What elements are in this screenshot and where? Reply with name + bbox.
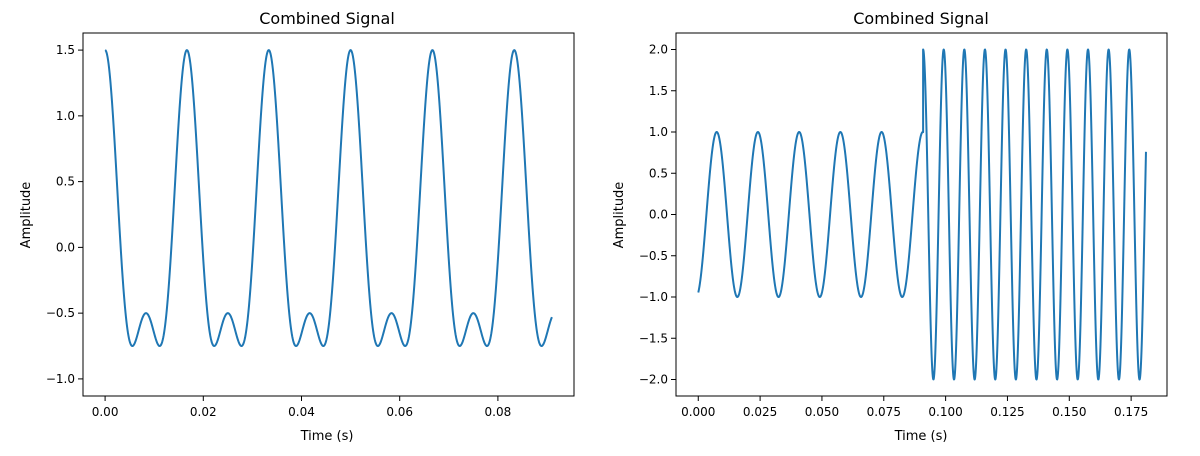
x-tick-label: 0.04 [288, 405, 315, 419]
chart-left: Combined Signal 0.00 0.02 0.04 0.06 0.08 −1.… [19, 9, 575, 444]
x-tick-label: 0.100 [928, 405, 962, 419]
x-axis-label: Time (s) [894, 429, 948, 444]
y-tick-label: 1.5 [56, 43, 75, 57]
x-axis-label: Time (s) [300, 429, 354, 444]
x-tick-label: 0.175 [1114, 405, 1148, 419]
y-tick-label: 0.5 [56, 175, 75, 189]
y-tick-label: −1.0 [639, 290, 668, 304]
x-tick-label: 0.06 [386, 405, 413, 419]
plot-frame [82, 32, 575, 397]
x-tick-label: 0.125 [990, 405, 1024, 419]
y-tick-label: −1.5 [639, 331, 668, 345]
chart-right: Combined Signal 0.000 0.025 0.050 0.075 0.10… [612, 9, 1168, 444]
y-tick-label: 1.0 [649, 125, 668, 139]
y-tick-label: −0.5 [46, 306, 75, 320]
y-ticks: −1.0 −0.5 0.0 0.5 1.0 1.5 [46, 43, 83, 386]
y-tick-label: 1.5 [649, 84, 668, 98]
y-tick-label: 1.0 [56, 109, 75, 123]
series-line [697, 48, 1147, 381]
y-tick-label: 0.0 [649, 208, 668, 222]
x-tick-label: 0.025 [743, 405, 777, 419]
y-tick-label: −1.0 [46, 372, 75, 386]
y-ticks: −2.0 −1.5 −1.0 −0.5 0.0 0.5 1.0 1.5 2.0 [639, 43, 676, 387]
chart-title: Combined Signal [853, 9, 989, 28]
y-tick-label: 2.0 [649, 43, 668, 57]
x-tick-label: 0.02 [190, 405, 217, 419]
y-tick-label: 0.0 [56, 240, 75, 254]
x-ticks: 0.000 0.025 0.050 0.075 0.100 0.125 0.150 0.175 [681, 396, 1148, 419]
chart-title: Combined Signal [259, 9, 395, 28]
y-tick-label: −0.5 [639, 249, 668, 263]
x-tick-label: 0.000 [681, 405, 715, 419]
series-layer [104, 49, 553, 348]
y-tick-label: −2.0 [639, 373, 668, 387]
x-ticks: 0.00 0.02 0.04 0.06 0.08 [92, 396, 512, 419]
y-tick-label: 0.5 [649, 166, 668, 180]
series-layer [697, 48, 1147, 381]
x-tick-label: 0.150 [1052, 405, 1086, 419]
series-line [104, 49, 553, 348]
x-tick-label: 0.08 [485, 405, 512, 419]
x-tick-label: 0.050 [805, 405, 839, 419]
x-tick-label: 0.00 [92, 405, 119, 419]
plot-frame [675, 32, 1168, 397]
y-axis-label: Amplitude [612, 182, 627, 249]
y-axis-label: Amplitude [19, 182, 34, 249]
x-tick-label: 0.075 [867, 405, 901, 419]
